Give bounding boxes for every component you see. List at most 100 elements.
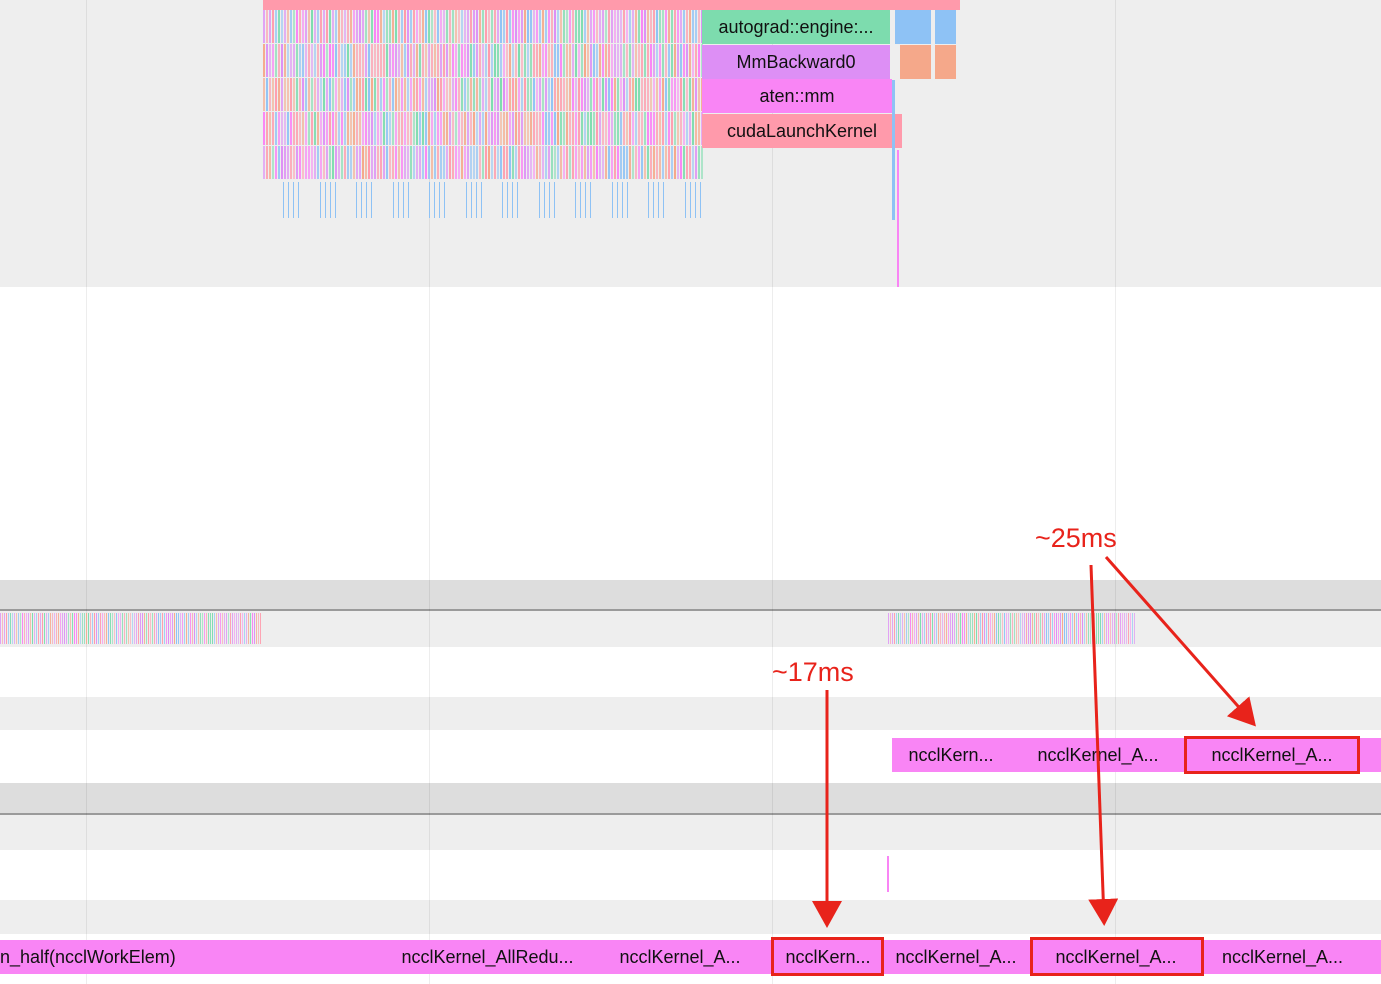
thin-slice xyxy=(599,10,601,43)
nccl-kernel-slice[interactable]: ncclKernel_A... xyxy=(895,947,1017,967)
thin-slice xyxy=(269,146,271,179)
nccl-kernel-slice[interactable]: ncclKernel_A... xyxy=(619,947,741,967)
thin-slice xyxy=(90,613,91,644)
thin-slice xyxy=(512,182,513,218)
thin-slice xyxy=(620,112,622,145)
nccl-kernel-slice[interactable]: ncclKernel_A... xyxy=(1211,745,1333,765)
thin-slice xyxy=(614,112,616,145)
thin-slice xyxy=(581,78,583,111)
cpu-slice-blue-b[interactable] xyxy=(935,10,956,44)
timeline-gridline xyxy=(1115,0,1116,984)
thin-slice xyxy=(632,78,634,111)
thin-slice xyxy=(368,146,370,179)
nccl-kernel-slice[interactable]: ncclKernel_AllRedu... xyxy=(401,947,574,967)
thin-slice xyxy=(398,10,400,43)
thin-slice xyxy=(545,10,547,43)
thin-slice xyxy=(650,146,652,179)
cpu-slice-salmon-b[interactable] xyxy=(935,45,956,79)
gpu-track-row-3 xyxy=(0,815,1381,850)
thin-slice xyxy=(602,78,604,111)
cpu-top-slice[interactable] xyxy=(263,0,960,10)
thin-slice xyxy=(538,182,540,218)
thin-slice xyxy=(299,112,301,145)
thin-slice xyxy=(56,613,57,644)
thin-slice xyxy=(311,78,313,111)
gpu-thin-marker[interactable] xyxy=(887,856,889,892)
thin-slice xyxy=(16,613,17,644)
cpu-slice-cuda-launch-kernel[interactable]: cudaLaunchKernel xyxy=(702,114,902,148)
thin-slice xyxy=(599,146,601,179)
thin-slice xyxy=(299,146,301,179)
thin-slice xyxy=(290,146,292,179)
thin-slice xyxy=(590,44,592,77)
cpu-slice-aten-mm[interactable]: aten::mm xyxy=(702,79,892,113)
nccl-kernel-slice[interactable]: ncclKern... xyxy=(908,745,994,765)
annotation-17ms: ~17ms xyxy=(772,657,854,687)
thin-slice xyxy=(1086,613,1087,644)
thin-slice xyxy=(1070,613,1071,644)
thin-slice xyxy=(680,146,682,179)
gpu-dense-kernels-right[interactable] xyxy=(888,613,1136,645)
thin-slice xyxy=(102,613,103,644)
thin-slice xyxy=(515,10,517,43)
thin-slice xyxy=(311,146,313,179)
thin-slice xyxy=(620,10,622,43)
thin-slice xyxy=(677,78,679,111)
thin-slice xyxy=(434,10,436,43)
thin-slice xyxy=(626,112,628,145)
thin-slice xyxy=(4,613,5,644)
thin-slice xyxy=(338,10,340,43)
thin-slice xyxy=(272,146,274,179)
thin-slice xyxy=(431,78,433,111)
thin-slice xyxy=(554,78,556,111)
nccl-kernel-slice[interactable]: ncclKern... xyxy=(785,947,871,967)
thin-slice xyxy=(908,613,909,644)
thin-slice xyxy=(230,613,231,644)
cpu-slice-autograd[interactable]: autograd::engine:... xyxy=(702,10,890,44)
thin-slice xyxy=(620,146,622,179)
cpu-thin-marker[interactable] xyxy=(892,80,895,220)
cpu-slice-salmon-a[interactable] xyxy=(900,45,931,79)
cpu-slice-mm-backward[interactable]: MmBackward0 xyxy=(702,45,890,79)
thin-slice xyxy=(539,78,541,111)
thin-slice xyxy=(503,146,505,179)
thin-slice xyxy=(1114,613,1115,644)
highlight-box xyxy=(1030,937,1204,976)
thin-slice xyxy=(308,112,310,145)
thin-slice xyxy=(323,78,325,111)
thin-slice xyxy=(461,78,463,111)
thin-slice xyxy=(548,112,550,145)
thin-slice xyxy=(494,112,496,145)
thin-slice xyxy=(94,613,95,644)
cpu-dense-slices[interactable] xyxy=(263,10,703,220)
thin-slice xyxy=(439,182,440,218)
thin-slice xyxy=(503,44,505,77)
nccl-kernel-slice[interactable]: ncclKernel_A... xyxy=(1055,947,1177,967)
nccl-kernel-slice[interactable]: ncclKernel_A... xyxy=(1221,947,1344,967)
thin-slice xyxy=(449,78,451,111)
thin-slice xyxy=(653,78,655,111)
nccl-stream-a-bar xyxy=(892,738,1381,772)
thin-slice xyxy=(515,78,517,111)
gpu-dense-kernels-left[interactable] xyxy=(0,613,262,645)
thin-slice xyxy=(383,146,385,179)
thin-slice xyxy=(344,10,346,43)
thin-slice xyxy=(647,78,649,111)
thin-slice xyxy=(232,613,233,644)
thin-slice xyxy=(338,44,340,77)
thin-slice xyxy=(694,182,696,218)
cpu-slice-blue-a[interactable] xyxy=(895,10,931,44)
nccl-kernel-slice[interactable]: n_half(ncclWorkElem) xyxy=(0,947,176,967)
cpu-thin-marker[interactable] xyxy=(897,150,899,287)
thin-slice xyxy=(587,44,589,77)
thin-slice xyxy=(362,146,364,179)
nccl-stream-b-bar xyxy=(0,940,1381,974)
gpu-track-row-4 xyxy=(0,900,1381,934)
thin-slice xyxy=(152,613,153,644)
thin-slice xyxy=(638,10,640,43)
thin-slice xyxy=(428,10,430,43)
thin-slice xyxy=(326,146,328,179)
thin-slice xyxy=(590,10,592,43)
thin-slice xyxy=(1000,613,1001,644)
thin-slice xyxy=(350,10,352,43)
